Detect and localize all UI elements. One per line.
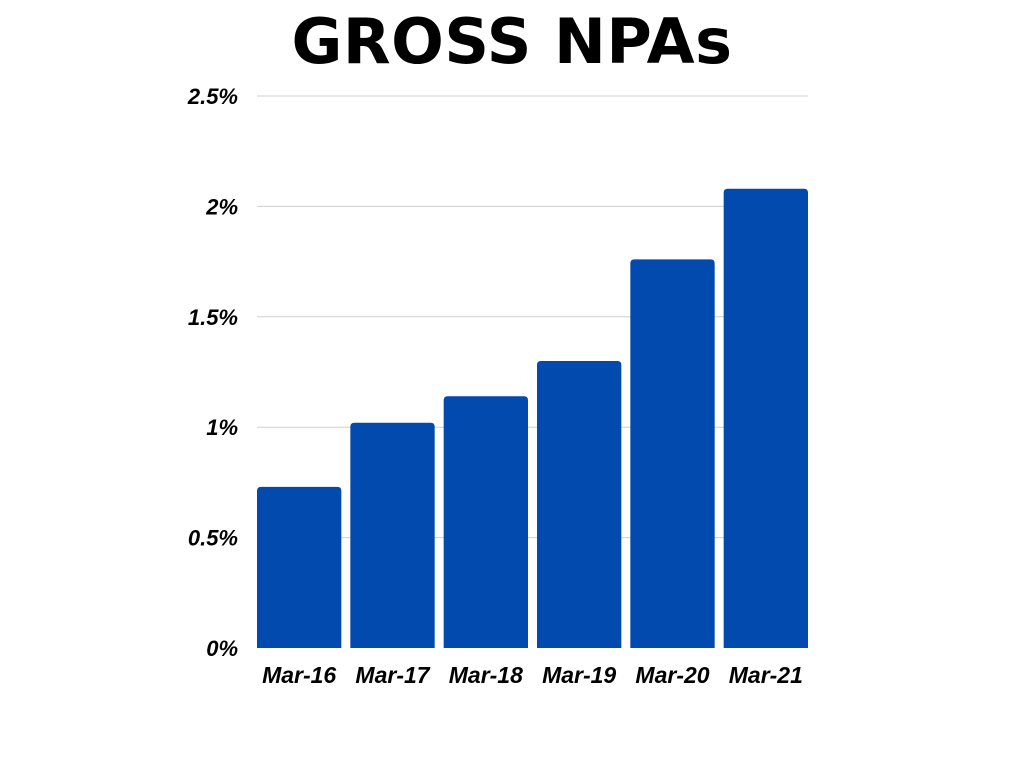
x-tick-label: Mar-20 bbox=[635, 662, 709, 688]
y-tick-label: 2% bbox=[205, 194, 238, 219]
x-tick-label: Mar-19 bbox=[542, 662, 616, 688]
y-tick-label: 2.5% bbox=[187, 84, 238, 109]
y-tick-label: 0.5% bbox=[188, 526, 238, 551]
x-tick-label: Mar-17 bbox=[355, 662, 430, 688]
gridlines bbox=[257, 95, 808, 539]
bar-mar-21 bbox=[723, 188, 808, 648]
bars bbox=[257, 188, 808, 648]
x-tick-label: Mar-18 bbox=[449, 662, 523, 688]
y-tick-label: 1% bbox=[206, 415, 238, 440]
chart-title: GROSS NPAs bbox=[291, 5, 733, 78]
bar-mar-17 bbox=[350, 422, 435, 648]
y-tick-label: 0% bbox=[206, 636, 238, 661]
bar-mar-19 bbox=[537, 360, 622, 648]
bar-mar-16 bbox=[257, 486, 342, 648]
y-tick-label: 1.5% bbox=[188, 305, 238, 330]
y-axis-ticks: 0% 0.5% 1% 1.5% 2% 2.5% bbox=[187, 84, 238, 661]
bar-mar-20 bbox=[630, 259, 715, 648]
bar-mar-18 bbox=[443, 396, 528, 648]
x-axis-ticks: Mar-16 Mar-17 Mar-18 Mar-19 Mar-20 Mar-21 bbox=[262, 662, 803, 688]
x-tick-label: Mar-21 bbox=[729, 662, 803, 688]
x-tick-label: Mar-16 bbox=[262, 662, 336, 688]
